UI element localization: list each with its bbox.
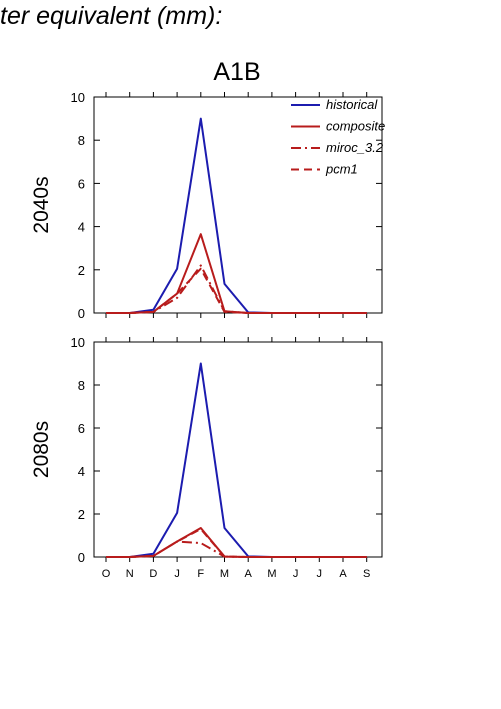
panel-1: 0 2 4 6 8 10 2080s O N D J F M A M J J A S	[30, 335, 383, 580]
plot-frame	[93, 341, 383, 558]
x-tick-label: A	[245, 568, 253, 580]
x-tick-label: F	[197, 568, 204, 580]
y-tick-label: 2	[78, 263, 85, 278]
y-tick-label: 6	[78, 176, 85, 191]
y-tick-label: 6	[78, 421, 85, 436]
y-axis-label: 2080s	[30, 421, 53, 478]
y-axis-label: 2040s	[30, 176, 53, 233]
legend-label: historical	[326, 97, 378, 112]
panel-0: 0 2 4 6 8 10 2040s historical composite miroc_3.2…	[30, 90, 385, 321]
y-tick-label: 10	[71, 90, 85, 105]
y-tick-label: 10	[71, 335, 85, 350]
x-tick-label: M	[267, 568, 276, 580]
y-tick-label: 0	[78, 550, 85, 565]
y-tick-label: 2	[78, 507, 85, 522]
legend-label: miroc_3.2	[326, 140, 384, 155]
y-tick-label: 4	[78, 464, 85, 479]
x-tick-label: J	[174, 568, 180, 580]
series-line-pcm1	[106, 267, 367, 314]
x-tick-label: J	[317, 568, 323, 580]
legend-label: pcm1	[325, 162, 358, 177]
x-tick-label: A	[339, 568, 347, 580]
series-line-miroc-3-2	[106, 264, 367, 314]
x-tick-label: O	[102, 568, 111, 580]
y-tick-label: 8	[78, 133, 85, 148]
figure-header: ter equivalent (mm):	[0, 2, 223, 30]
series-line-historical	[106, 362, 367, 558]
x-tick-label: S	[363, 568, 370, 580]
x-tick-label: J	[293, 568, 299, 580]
chart-title: A1B	[213, 58, 260, 86]
legend-label: composite	[326, 119, 385, 134]
series-line-composite	[106, 233, 367, 314]
y-tick-label: 0	[78, 306, 85, 321]
chart-panels: 0 2 4 6 8 10 2040s historical composite miroc_3.2…	[30, 90, 385, 580]
legend: historical composite miroc_3.2 pcm1	[291, 97, 385, 177]
x-tick-label: N	[126, 568, 134, 580]
x-tick-label: M	[220, 568, 229, 580]
y-tick-label: 4	[78, 220, 85, 235]
series-line-pcm1	[106, 528, 367, 558]
y-tick-label: 8	[78, 378, 85, 393]
x-tick-label: D	[149, 568, 157, 580]
